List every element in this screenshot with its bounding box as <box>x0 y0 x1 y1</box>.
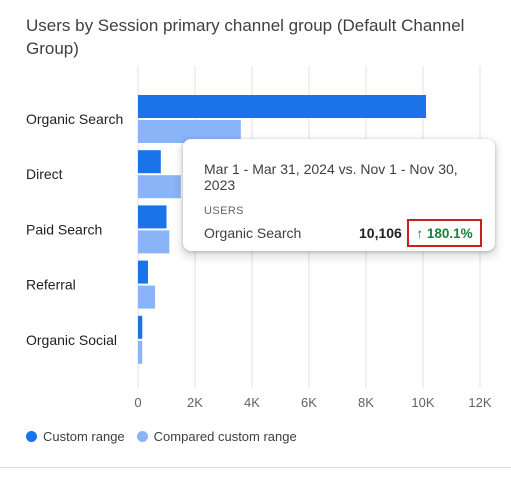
legend-label: Compared custom range <box>153 429 297 444</box>
x-tick-label: 0 <box>134 395 141 410</box>
chart-legend: Custom range Compared custom range <box>26 429 309 444</box>
x-tick-label: 10K <box>411 395 434 410</box>
category-label: Referral <box>26 277 76 293</box>
x-tick-label: 12K <box>468 395 491 410</box>
legend-item-custom-range[interactable]: Custom range <box>26 429 125 444</box>
x-tick-label: 2K <box>187 395 203 410</box>
bar[interactable] <box>138 120 241 143</box>
card-divider <box>0 467 511 468</box>
bar[interactable] <box>138 260 148 284</box>
bar[interactable] <box>138 95 427 118</box>
category-label: Paid Search <box>26 221 102 237</box>
x-tick-label: 8K <box>358 395 374 410</box>
legend-dot-icon <box>136 431 148 442</box>
tooltip-metric-label: USERS <box>204 205 244 217</box>
bar[interactable] <box>138 150 161 174</box>
legend-dot-icon <box>26 431 37 442</box>
tooltip-row: Organic Search 10,106 ↑ 180.1% <box>204 219 482 247</box>
category-labels: Organic Search Direct Paid Search Referral O… <box>26 111 123 348</box>
bar[interactable] <box>138 175 181 199</box>
bars[interactable] <box>138 95 427 364</box>
category-label: Organic Search <box>26 111 123 127</box>
tooltip-row-name: Organic Search <box>204 225 302 241</box>
category-label: Organic Social <box>26 332 117 348</box>
bar[interactable] <box>138 340 143 364</box>
bar[interactable] <box>138 230 170 254</box>
bar-chart[interactable]: Organic Search Direct Paid Search Referral O… <box>0 0 511 420</box>
x-axis-ticks: 0 2K 4K 6K 8K 10K 12K <box>134 395 492 410</box>
bar[interactable] <box>138 315 143 339</box>
tooltip-date-range: Mar 1 - Mar 31, 2024 vs. Nov 1 - Nov 30,… <box>204 161 458 193</box>
bar[interactable] <box>138 205 167 229</box>
category-label: Direct <box>26 166 63 182</box>
card-title: Users by Session primary channel group (… <box>26 16 465 58</box>
bar[interactable] <box>138 285 156 309</box>
legend-label: Custom range <box>43 429 125 444</box>
x-tick-label: 6K <box>301 395 317 410</box>
chart-tooltip: Mar 1 - Mar 31, 2024 vs. Nov 1 - Nov 30,… <box>183 139 495 251</box>
x-tick-label: 4K <box>244 395 260 410</box>
tooltip-change-highlight: ↑ 180.1% <box>407 219 482 247</box>
legend-item-compared-range[interactable]: Compared custom range <box>136 429 297 444</box>
tooltip-row-value: 10,106 <box>359 225 402 241</box>
